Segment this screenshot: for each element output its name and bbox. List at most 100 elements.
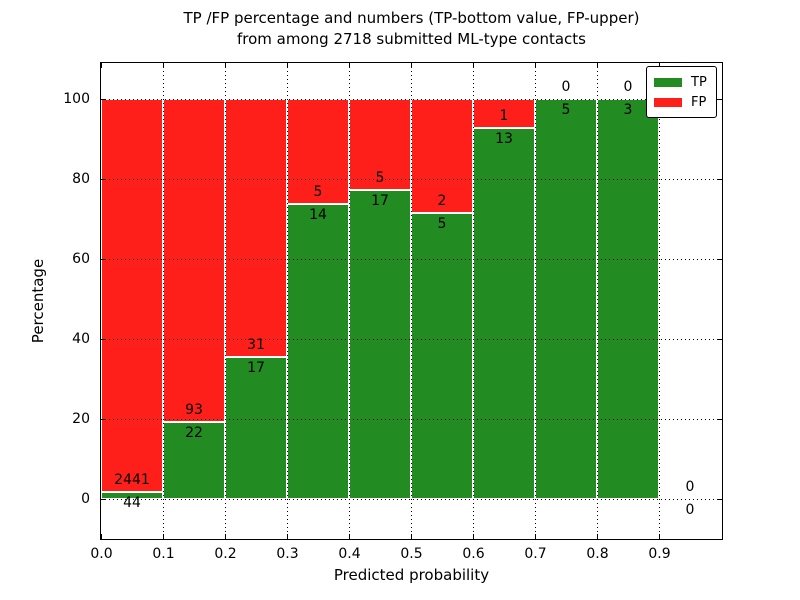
x-tick-mark-top <box>658 63 660 68</box>
fp-swatch-icon <box>654 97 682 107</box>
x-tick-mark-top <box>534 63 536 68</box>
x-tick-mark <box>658 534 660 539</box>
y-tick-mark-right <box>717 498 722 500</box>
tp-count-label: 3 <box>623 102 633 118</box>
bar-fp-segment <box>101 99 163 492</box>
y-tick-label: 40 <box>72 330 90 347</box>
y-tick-mark-right <box>717 178 722 180</box>
tp-count-label: 44 <box>123 494 141 511</box>
fp-count-label: 1 <box>499 107 509 124</box>
bar-fp-segment <box>287 99 349 205</box>
fp-count-label: 0 <box>561 79 571 95</box>
tp-swatch-icon <box>654 77 682 87</box>
gridline-vertical <box>658 63 660 538</box>
bar-fp-segment <box>473 99 535 128</box>
gridline-vertical <box>472 63 474 538</box>
x-tick-mark <box>596 534 598 539</box>
plot-area: 2441 44 93 22 31 17 5 14 5 17 2 5 1 13 0 5 0 3 0 0 <box>100 62 723 540</box>
x-tick-mark <box>534 534 536 539</box>
x-tick-label: 0.5 <box>400 546 423 562</box>
tp-count-label: 22 <box>185 425 203 442</box>
fp-count-label: 5 <box>375 169 385 186</box>
bar-fp-segment <box>225 99 287 358</box>
bar-tp-segment <box>349 189 411 499</box>
bar-tp-segment <box>535 99 597 499</box>
y-tick-mark-right <box>717 258 722 260</box>
x-tick-label: 0.8 <box>586 546 609 562</box>
tp-count-label: 13 <box>495 130 513 147</box>
x-tick-mark <box>472 534 474 539</box>
x-tick-mark <box>100 534 102 539</box>
tp-count-label: 0 <box>685 502 695 518</box>
y-tick-mark-right <box>717 418 722 420</box>
legend-entry-tp: TP <box>654 72 707 92</box>
fp-count-label: 93 <box>185 402 203 419</box>
x-tick-mark <box>348 534 350 539</box>
x-tick-label: 0.1 <box>152 546 175 562</box>
gridline-vertical <box>348 63 350 538</box>
y-tick-mark <box>101 498 106 500</box>
gridline-vertical <box>286 63 288 538</box>
y-tick-label: 100 <box>63 90 90 107</box>
y-tick-mark <box>101 258 106 260</box>
tp-count-label: 14 <box>309 207 327 224</box>
x-tick-mark <box>162 534 164 539</box>
x-tick-mark-top <box>224 63 226 68</box>
x-tick-label: 0.2 <box>214 546 237 562</box>
y-tick-mark <box>101 178 106 180</box>
x-tick-mark <box>286 534 288 539</box>
y-tick-label: 80 <box>72 170 90 187</box>
fp-count-label: 5 <box>313 184 323 201</box>
x-tick-label: 0.6 <box>462 546 485 562</box>
legend-label-fp: FP <box>691 94 707 110</box>
x-tick-mark-top <box>472 63 474 68</box>
x-tick-mark-top <box>100 63 102 68</box>
gridline-vertical <box>534 63 536 538</box>
fp-count-label: 2441 <box>114 471 150 488</box>
bar-tp-segment <box>225 357 287 499</box>
y-tick-mark-right <box>717 98 722 100</box>
fp-count-label: 0 <box>623 79 633 95</box>
y-tick-mark <box>101 418 106 420</box>
bar-tp-segment <box>411 213 473 499</box>
x-tick-label: 0.9 <box>648 546 671 562</box>
fp-count-label: 2 <box>437 193 447 210</box>
chart-title-line2: from among 2718 submitted ML-type contac… <box>237 30 586 48</box>
x-tick-mark <box>224 534 226 539</box>
legend-entry-fp: FP <box>654 92 707 112</box>
gridline-vertical <box>224 63 226 538</box>
x-tick-label: 0.7 <box>524 546 547 562</box>
tp-count-label: 17 <box>247 360 265 377</box>
x-tick-label: 0.4 <box>338 546 361 562</box>
x-tick-mark-top <box>348 63 350 68</box>
y-tick-mark-right <box>717 338 722 340</box>
x-tick-mark <box>410 534 412 539</box>
legend: TP FP <box>646 66 717 118</box>
tp-count-label: 5 <box>561 102 571 118</box>
bar-tp-segment <box>597 99 659 499</box>
tp-count-label: 17 <box>371 192 389 209</box>
x-tick-mark-top <box>286 63 288 68</box>
x-tick-label: 0.3 <box>276 546 299 562</box>
bar-tp-segment <box>473 127 535 499</box>
fp-count-label: 31 <box>247 337 265 354</box>
bar-tp-segment <box>287 204 349 499</box>
gridline-vertical <box>596 63 598 538</box>
bar-fp-segment <box>163 99 225 423</box>
x-tick-mark-top <box>162 63 164 68</box>
gridline-vertical <box>410 63 412 538</box>
x-tick-mark-top <box>410 63 412 68</box>
chart-title-line1: TP /FP percentage and numbers (TP-bottom… <box>183 9 640 27</box>
y-tick-label: 20 <box>72 410 90 427</box>
y-tick-mark <box>101 338 106 340</box>
x-tick-mark-top <box>596 63 598 68</box>
tp-count-label: 5 <box>437 216 447 233</box>
x-axis-label: Predicted probability <box>333 566 490 584</box>
legend-label-tp: TP <box>691 74 707 90</box>
x-tick-label: 0.0 <box>90 546 113 562</box>
y-tick-label: 60 <box>72 250 90 267</box>
y-tick-mark <box>101 98 106 100</box>
gridline-vertical <box>162 63 164 538</box>
fp-count-label: 0 <box>685 479 695 495</box>
